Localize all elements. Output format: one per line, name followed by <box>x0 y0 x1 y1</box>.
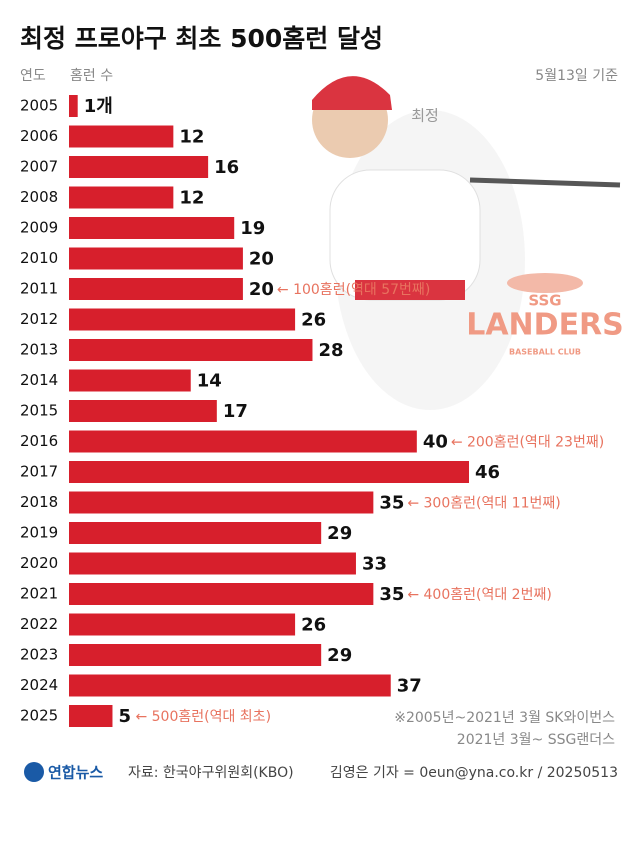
y-tick-label: 2009 <box>20 219 58 237</box>
data-label: 12 <box>179 127 204 148</box>
y-tick-label: 2021 <box>20 585 58 603</box>
bar <box>69 156 209 178</box>
logo-bottom: BASEBALL CLUB <box>509 348 581 357</box>
data-label: 1개 <box>84 96 113 117</box>
bar <box>69 552 356 575</box>
date-note: 5월13일 기준 <box>535 68 618 84</box>
bar <box>69 400 217 422</box>
annotation: ← 500홈런(역대 최초) <box>135 709 271 725</box>
category-header: 연도 <box>20 68 46 84</box>
y-tick-label: 2007 <box>20 158 58 176</box>
bar <box>69 522 322 544</box>
bar <box>69 95 78 117</box>
y-tick-label: 2013 <box>20 341 58 359</box>
data-label: 26 <box>301 615 326 636</box>
y-tick-label: 2006 <box>20 127 58 145</box>
bar <box>69 461 469 483</box>
data-label: 29 <box>327 523 352 544</box>
bar <box>69 369 191 392</box>
data-label: 28 <box>318 340 343 361</box>
value-header: 홈런 수 <box>70 68 113 84</box>
data-label: 14 <box>197 371 222 392</box>
bar <box>69 491 374 514</box>
y-tick-label: 2025 <box>20 707 58 725</box>
y-tick-label: 2016 <box>20 432 58 450</box>
y-tick-label: 2024 <box>20 676 58 694</box>
bar <box>69 308 296 331</box>
y-tick-label: 2022 <box>20 615 58 633</box>
note: 2021년 3월~ SSG랜더스 <box>457 732 615 748</box>
logo-main: LANDERS <box>466 308 624 343</box>
team-logo: SSG LANDERS BASEBALL CLUB <box>466 273 624 357</box>
logo-top: SSG <box>528 292 561 310</box>
data-label: 20 <box>249 279 274 300</box>
y-tick-label: 2018 <box>20 493 58 511</box>
data-label: 19 <box>240 218 265 239</box>
data-label: 35 <box>379 493 404 514</box>
bar <box>69 278 243 300</box>
bar <box>69 125 174 148</box>
y-tick-label: 2008 <box>20 188 58 206</box>
agency-logo <box>24 762 44 782</box>
data-label: 26 <box>301 310 326 331</box>
data-label: 37 <box>397 676 422 697</box>
bar <box>69 430 417 453</box>
note: ※2005년~2021년 3월 SK와이번스 <box>394 710 615 726</box>
bar <box>69 705 113 727</box>
bar <box>69 613 296 636</box>
annotation: ← 400홈런(역대 2번째) <box>407 587 551 603</box>
data-label: 5 <box>118 706 131 727</box>
bar <box>69 644 322 666</box>
y-tick-label: 2017 <box>20 463 58 481</box>
data-label: 33 <box>362 554 387 575</box>
bar <box>69 217 235 239</box>
data-label: 12 <box>179 188 204 209</box>
y-tick-label: 2012 <box>20 310 58 328</box>
bar <box>69 674 391 697</box>
annotation: ← 200홈런(역대 23번째) <box>451 435 604 451</box>
data-label: 40 <box>423 432 448 453</box>
data-label: 46 <box>475 462 500 483</box>
annotation: ← 300홈런(역대 11번째) <box>407 496 560 512</box>
data-label: 17 <box>223 401 248 422</box>
source: 자료: 한국야구위원회(KBO) <box>128 765 294 781</box>
y-tick-label: 2019 <box>20 524 58 542</box>
data-label: 20 <box>249 249 274 270</box>
data-label: 35 <box>379 584 404 605</box>
y-tick-label: 2011 <box>20 280 58 298</box>
y-tick-label: 2015 <box>20 402 58 420</box>
bar <box>69 583 374 605</box>
chart-title: 최정 프로야구 최초 500홈런 달성 <box>20 24 383 53</box>
data-label: 29 <box>327 645 352 666</box>
agency-name: 연합뉴스 <box>48 764 103 782</box>
player-illustration <box>312 76 621 410</box>
y-tick-label: 2010 <box>20 249 58 267</box>
bar <box>69 247 243 270</box>
annotation: ← 100홈런(역대 57번째) <box>277 282 430 298</box>
credit: 김영은 기자 = 0eun@yna.co.kr / 20250513 <box>330 765 618 781</box>
player-label: 최정 <box>411 107 439 125</box>
y-tick-label: 2023 <box>20 646 58 664</box>
bar <box>69 339 313 361</box>
y-tick-label: 2014 <box>20 371 58 389</box>
y-tick-label: 2020 <box>20 554 58 572</box>
y-tick-label: 2005 <box>20 97 58 115</box>
data-label: 16 <box>214 157 239 178</box>
bar <box>69 186 174 209</box>
